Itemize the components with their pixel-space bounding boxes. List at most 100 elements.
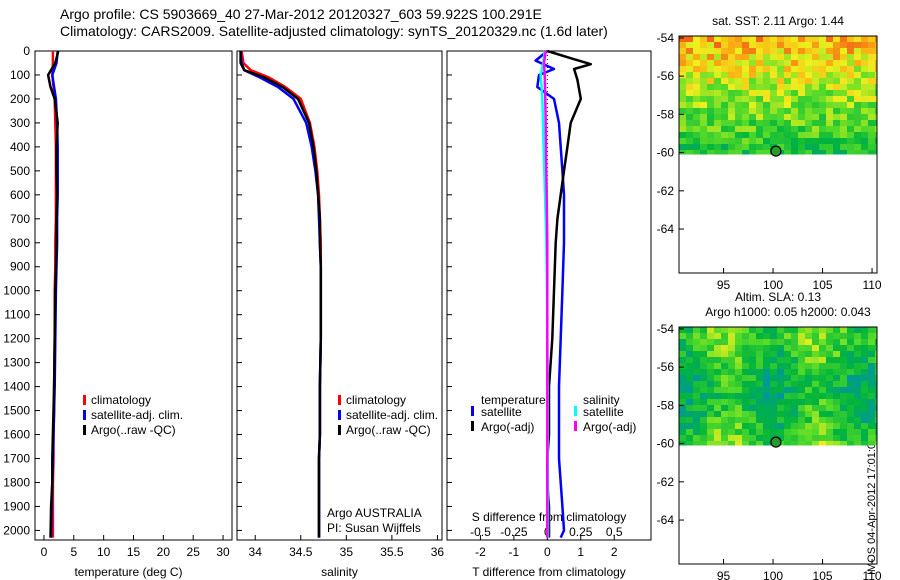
map-cell [763,393,770,399]
map-cell [854,363,861,369]
map-cell [840,345,847,351]
map-cell [749,369,756,375]
map-cell [868,399,875,405]
map-cell [735,429,742,435]
map-cell [875,411,877,417]
map-cell [700,363,707,369]
x-tick-label: 95 [717,278,731,292]
map-cell [819,441,826,446]
map-cell [686,36,693,42]
map-cell [805,66,812,72]
map-cell [854,417,861,423]
y-tick-label: 500 [10,164,30,178]
map-cell [714,369,721,375]
map-cell [686,381,693,387]
x-tick-label: 105 [813,569,833,580]
map-cell [868,84,875,90]
map-cell [756,90,763,96]
map-cell [854,66,861,72]
map-cell [742,102,749,108]
map-cell [798,60,805,66]
map-cell [826,441,833,446]
map-cell [728,423,735,429]
map-cell [840,351,847,357]
map-cell [868,36,875,42]
map-cell [819,417,826,423]
map-cell [763,405,770,411]
map-cell [854,144,861,150]
map-cell [749,96,756,102]
map-cell [847,132,854,138]
map-cell [861,441,868,446]
map-cell [763,132,770,138]
map-cell [798,423,805,429]
map-cell [854,405,861,411]
map-cell [854,435,861,441]
map-cell [868,114,875,120]
map-cell [875,429,877,435]
map-cell [679,417,686,423]
map-cell [833,327,840,333]
map-cell [721,144,728,150]
map-cell [777,387,784,393]
map-cell [847,108,854,114]
map-cell [756,411,763,417]
legend-swatch [574,406,577,416]
map-cell [707,375,714,381]
map-cell [812,72,819,78]
map-cell [840,42,847,48]
map-cell [700,393,707,399]
map-cell [777,351,784,357]
map-cell [756,138,763,144]
map-cell [700,84,707,90]
map-cell [819,363,826,369]
map-cell [735,369,742,375]
map-cell [756,54,763,60]
map-cell [791,387,798,393]
map-cell [791,429,798,435]
map-cell [770,132,777,138]
map-cell [854,114,861,120]
map-cell [728,363,735,369]
map-cell [875,333,877,339]
map-cell [861,369,868,375]
map-cell [847,90,854,96]
map-cell [854,375,861,381]
map-cell [693,333,700,339]
map-cell [693,357,700,363]
map-cell [735,108,742,114]
map-cell [875,150,877,155]
map-cell [721,405,728,411]
map-cell [700,54,707,60]
map-cell [749,429,756,435]
map-cell [721,66,728,72]
map-cell [861,42,868,48]
map-cell [714,375,721,381]
map-cell [749,114,756,120]
map-cell [798,441,805,446]
map-cell [798,126,805,132]
x-tick-label: 110 [862,278,881,292]
map-cell [777,78,784,84]
map-cell [770,114,777,120]
map-cell [735,375,742,381]
map-cell [840,120,847,126]
map-cell [749,126,756,132]
map-cell [861,102,868,108]
map-cell [826,351,833,357]
map-cell [686,132,693,138]
map-cell [735,114,742,120]
map-cell [805,351,812,357]
map-cell [770,417,777,423]
map-cell [700,48,707,54]
map-cell [826,108,833,114]
map-cell [749,78,756,84]
map-cell [728,90,735,96]
map-cell [707,327,714,333]
map-cell [686,441,693,446]
map-cell [693,42,700,48]
map-cell [798,369,805,375]
map-cell [707,363,714,369]
map-cell [714,423,721,429]
legend-label: satellite [481,405,522,419]
